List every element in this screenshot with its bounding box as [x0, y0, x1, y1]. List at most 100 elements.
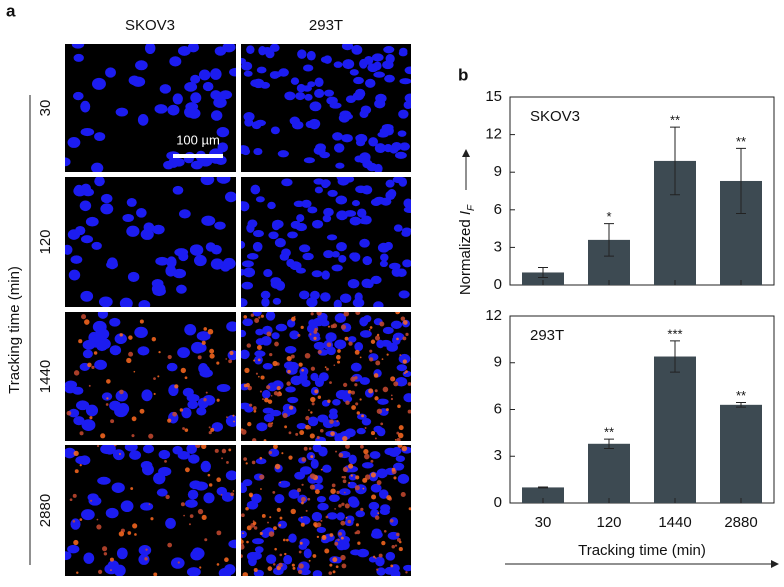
- nucleus: [333, 299, 342, 307]
- nucleus: [333, 143, 345, 153]
- fluorescence: [368, 388, 374, 394]
- fluorescence: [335, 450, 338, 453]
- bar: [720, 404, 762, 503]
- fluorescence: [242, 572, 249, 576]
- fluorescence: [216, 361, 220, 365]
- fluorescence: [340, 536, 344, 540]
- fluorescence: [241, 543, 244, 546]
- nucleus: [138, 545, 152, 556]
- fluorescence: [145, 548, 148, 551]
- nucleus: [109, 345, 122, 356]
- nucleus: [137, 346, 150, 356]
- nucleus: [128, 75, 141, 86]
- fluorescence: [119, 333, 123, 337]
- nucleus: [186, 567, 201, 576]
- fluorescence: [226, 416, 228, 419]
- nucleus: [402, 259, 411, 268]
- fluorescence: [96, 445, 100, 448]
- nucleus: [361, 462, 374, 469]
- nucleus: [377, 398, 389, 405]
- panel-label: a: [6, 1, 16, 20]
- nucleus: [393, 224, 403, 232]
- fluorescence: [252, 521, 257, 525]
- fluorescence: [391, 467, 396, 472]
- nucleus: [369, 451, 381, 459]
- nucleus: [283, 554, 293, 565]
- fluorescence: [184, 376, 188, 380]
- fluorescence: [309, 484, 316, 490]
- nucleus: [380, 339, 392, 347]
- fluorescence: [345, 445, 350, 449]
- nucleus: [302, 252, 314, 261]
- nucleus: [256, 66, 267, 74]
- fluorescence: [400, 491, 406, 498]
- fluorescence: [244, 367, 250, 373]
- fluorescence: [320, 519, 323, 522]
- error-bar: [538, 486, 548, 489]
- nucleus: [384, 74, 395, 83]
- fluorescence: [394, 544, 398, 547]
- fluorescence: [336, 490, 340, 494]
- nucleus: [296, 214, 305, 223]
- fluorescence: [251, 460, 256, 465]
- nucleus: [398, 177, 408, 187]
- fluorescence: [84, 319, 90, 325]
- fluorescence: [268, 531, 275, 537]
- nucleus: [364, 78, 376, 88]
- nucleus: [284, 91, 296, 101]
- fluorescence: [405, 370, 408, 374]
- y-tick-label: 0: [494, 276, 502, 293]
- significance: **: [736, 134, 746, 149]
- fluorescence: [208, 430, 212, 435]
- nucleus: [320, 56, 330, 63]
- nucleus: [370, 483, 382, 493]
- fluorescence: [259, 390, 262, 393]
- fluorescence: [369, 326, 373, 329]
- nucleus: [65, 244, 73, 255]
- fluorescence: [317, 349, 322, 354]
- fluorescence: [354, 349, 360, 355]
- fluorescence: [360, 507, 364, 511]
- nucleus: [251, 493, 262, 504]
- nucleus: [67, 137, 81, 148]
- nucleus: [270, 409, 282, 417]
- fluorescence: [278, 562, 283, 568]
- nucleus: [163, 160, 174, 170]
- fluorescence: [113, 445, 117, 447]
- nucleus: [203, 492, 215, 504]
- fluorescence: [210, 427, 215, 432]
- nucleus: [167, 104, 180, 116]
- micrograph: [65, 312, 236, 441]
- fluorescence: [338, 531, 342, 536]
- fluorescence: [252, 406, 257, 411]
- nucleus: [68, 408, 80, 418]
- fluorescence: [331, 483, 336, 488]
- nucleus: [141, 389, 153, 402]
- fluorescence: [337, 360, 341, 364]
- nucleus: [210, 90, 222, 100]
- fluorescence: [131, 434, 135, 438]
- fluorescence: [241, 513, 245, 518]
- nucleus: [112, 449, 125, 461]
- nucleus: [256, 422, 268, 432]
- fluorescence: [228, 359, 233, 364]
- error-bar: [670, 340, 680, 373]
- nucleus: [75, 400, 90, 411]
- nucleus: [293, 200, 305, 208]
- nucleus: [269, 44, 280, 52]
- fluorescence: [267, 521, 269, 524]
- nucleus: [151, 283, 166, 295]
- nucleus: [395, 151, 407, 159]
- fluorescence: [69, 498, 73, 502]
- fluorescence: [286, 538, 289, 542]
- nucleus: [311, 483, 324, 491]
- y-tick-label: 6: [494, 201, 502, 218]
- bar: [654, 356, 696, 503]
- fluorescence: [209, 348, 215, 354]
- fluorescence: [336, 419, 339, 423]
- fluorescence: [401, 445, 408, 452]
- nucleus: [159, 84, 172, 94]
- fluorescence: [320, 468, 323, 471]
- nucleus: [80, 235, 94, 244]
- fluorescence: [281, 452, 284, 455]
